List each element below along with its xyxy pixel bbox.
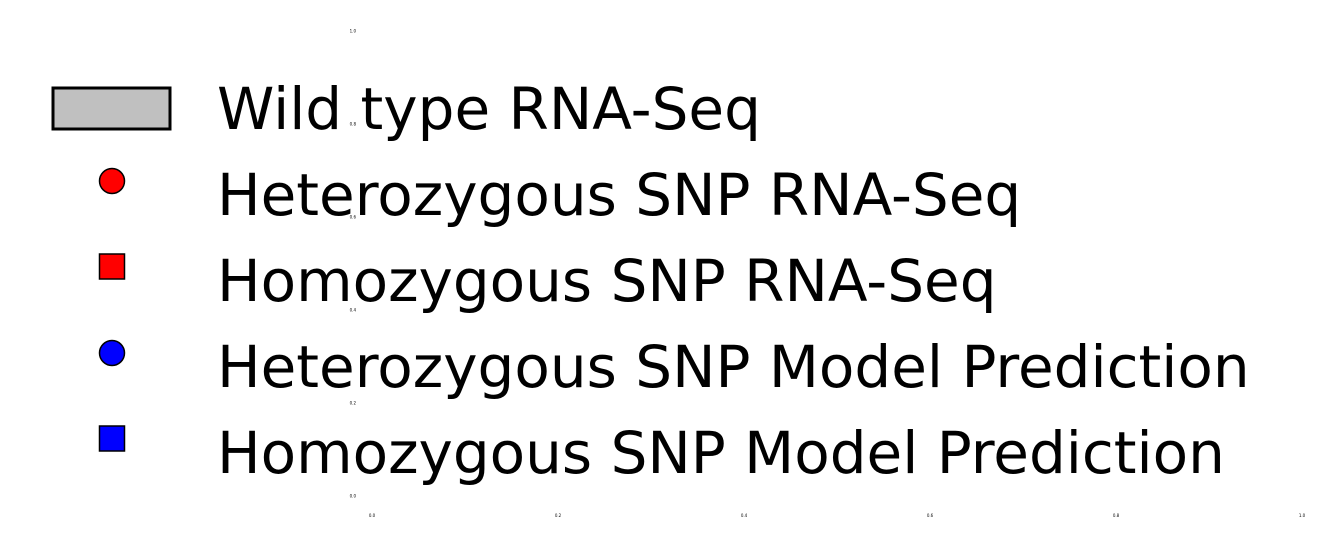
legend-label: Heterozygous SNP RNA-Seq (217, 161, 1021, 229)
legend-entry: Homozygous SNP RNA-Seq (98, 247, 997, 315)
legend-square-marker-icon (98, 425, 126, 452)
legend-label: Heterozygous SNP Model Prediction (217, 333, 1250, 401)
legend: Wild type RNA-Seq Heterozygous SNP RNA-Se… (51, 75, 1250, 487)
x-tick-label: 1.0 (1299, 513, 1306, 518)
x-tick-label: 0.4 (741, 513, 748, 518)
y-tick-label: 0.2 (350, 401, 357, 406)
x-tick-label: 0.6 (927, 513, 934, 518)
axis-ticks: 0.0 0.2 0.4 0.6 0.8 1.0 0.0 0.2 0.4 0.6 0.8 1.0 (350, 29, 1306, 519)
legend-entry: Wild type RNA-Seq (51, 75, 761, 143)
y-tick-label: 0.6 (350, 215, 357, 220)
y-tick-label: 0.8 (350, 122, 357, 127)
x-tick-label: 0.8 (1113, 513, 1120, 518)
legend-entry: Heterozygous SNP Model Prediction (98, 333, 1250, 401)
x-tick-label: 0.0 (369, 513, 376, 518)
legend-circle-marker-icon (98, 339, 126, 367)
y-tick-label: 0.0 (350, 494, 357, 499)
x-tick-label: 0.2 (555, 513, 562, 518)
legend-patch-icon (51, 86, 172, 131)
legend-entry: Homozygous SNP Model Prediction (98, 419, 1225, 487)
legend-entry: Heterozygous SNP RNA-Seq (98, 161, 1021, 229)
legend-label: Homozygous SNP RNA-Seq (217, 247, 997, 315)
y-tick-label: 0.4 (350, 308, 357, 313)
y-tick-label: 1.0 (350, 29, 357, 34)
legend-label: Wild type RNA-Seq (217, 75, 761, 143)
legend-square-marker-icon (98, 253, 126, 280)
legend-circle-marker-icon (98, 167, 126, 195)
legend-label: Homozygous SNP Model Prediction (217, 419, 1225, 487)
